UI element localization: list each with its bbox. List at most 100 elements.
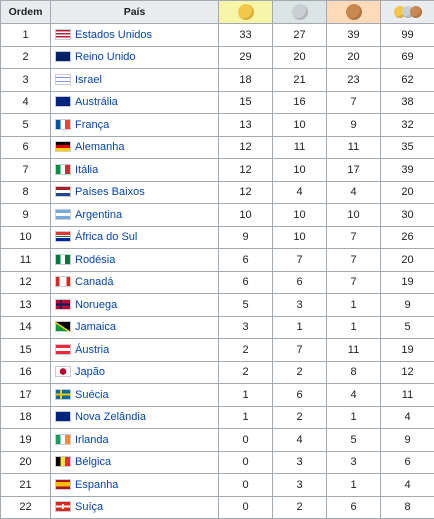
- country-link[interactable]: Suécia: [75, 389, 109, 401]
- country-link[interactable]: Espanha: [75, 479, 118, 491]
- silver-cell: 6: [273, 384, 327, 407]
- country-link[interactable]: Países Baixos: [75, 186, 145, 198]
- country-cell: África do Sul: [51, 226, 219, 249]
- country-cell: Austrália: [51, 91, 219, 114]
- country-link[interactable]: Nova Zelândia: [75, 411, 146, 423]
- bronze-cell: 11: [327, 136, 381, 159]
- rank-cell: 16: [1, 361, 51, 384]
- silver-cell: 3: [273, 294, 327, 317]
- country-link[interactable]: Reino Unido: [75, 51, 136, 63]
- flag-spain-icon: [55, 479, 71, 490]
- rank-cell: 8: [1, 181, 51, 204]
- country-cell: França: [51, 114, 219, 137]
- rank-cell: 14: [1, 316, 51, 339]
- country-link[interactable]: Alemanha: [75, 141, 125, 153]
- country-link[interactable]: França: [75, 119, 109, 131]
- gold-cell: 6: [219, 249, 273, 272]
- silver-cell: 21: [273, 69, 327, 92]
- country-link[interactable]: Rodésia: [75, 254, 115, 266]
- country-link[interactable]: Irlanda: [75, 434, 109, 446]
- bronze-cell: 3: [327, 451, 381, 474]
- gold-cell: 5: [219, 294, 273, 317]
- country-link[interactable]: Jamaica: [75, 321, 116, 333]
- rank-cell: 9: [1, 204, 51, 227]
- rank-cell: 19: [1, 429, 51, 452]
- country-link[interactable]: Austrália: [75, 96, 118, 108]
- country-link[interactable]: Suíça: [75, 501, 103, 513]
- total-header[interactable]: [381, 1, 434, 24]
- country-cell: Jamaica: [51, 316, 219, 339]
- country-cell: Canadá: [51, 271, 219, 294]
- country-link[interactable]: Noruega: [75, 299, 117, 311]
- country-link[interactable]: Itália: [75, 164, 98, 176]
- country-cell: Nova Zelândia: [51, 406, 219, 429]
- total-cell: 11: [381, 384, 434, 407]
- flag-australia-icon: [55, 96, 71, 107]
- rank-cell: 11: [1, 249, 51, 272]
- bronze-cell: 11: [327, 339, 381, 362]
- silver-cell: 11: [273, 136, 327, 159]
- flag-uk-icon: [55, 51, 71, 62]
- flag-rhodesia-icon: [55, 254, 71, 265]
- rank-header[interactable]: Ordem: [1, 1, 51, 24]
- country-link[interactable]: Estados Unidos: [75, 29, 152, 41]
- silver-cell: 3: [273, 451, 327, 474]
- bronze-cell: 7: [327, 271, 381, 294]
- silver-cell: 10: [273, 114, 327, 137]
- total-cell: 32: [381, 114, 434, 137]
- country-cell: Japão: [51, 361, 219, 384]
- bronze-header[interactable]: [327, 1, 381, 24]
- country-cell: Itália: [51, 159, 219, 182]
- country-link[interactable]: Israel: [75, 74, 102, 86]
- silver-medal-icon: [292, 4, 308, 20]
- silver-header[interactable]: [273, 1, 327, 24]
- rank-cell: 15: [1, 339, 51, 362]
- silver-cell: 2: [273, 496, 327, 519]
- bronze-cell: 7: [327, 249, 381, 272]
- flag-france-icon: [55, 119, 71, 130]
- gold-header[interactable]: [219, 1, 273, 24]
- country-link[interactable]: Canadá: [75, 276, 114, 288]
- country-cell: Suécia: [51, 384, 219, 407]
- rank-cell: 5: [1, 114, 51, 137]
- country-link[interactable]: Argentina: [75, 209, 122, 221]
- silver-cell: 10: [273, 204, 327, 227]
- total-cell: 9: [381, 429, 434, 452]
- rank-cell: 22: [1, 496, 51, 519]
- silver-cell: 10: [273, 226, 327, 249]
- country-header[interactable]: País: [51, 1, 219, 24]
- gold-cell: 0: [219, 496, 273, 519]
- total-cell: 5: [381, 316, 434, 339]
- bronze-cell: 17: [327, 159, 381, 182]
- flag-belgium-icon: [55, 456, 71, 467]
- gold-cell: 13: [219, 114, 273, 137]
- country-link[interactable]: Áustria: [75, 344, 109, 356]
- total-cell: 99: [381, 24, 434, 47]
- gold-cell: 9: [219, 226, 273, 249]
- total-cell: 9: [381, 294, 434, 317]
- gold-cell: 29: [219, 46, 273, 69]
- country-link[interactable]: África do Sul: [75, 231, 137, 243]
- total-cell: 69: [381, 46, 434, 69]
- bronze-cell: 5: [327, 429, 381, 452]
- country-link[interactable]: Japão: [75, 366, 105, 378]
- country-link[interactable]: Bélgica: [75, 456, 111, 468]
- gold-cell: 12: [219, 181, 273, 204]
- flag-sweden-icon: [55, 389, 71, 400]
- country-cell: Suíça: [51, 496, 219, 519]
- flag-japan-icon: [55, 366, 71, 377]
- total-cell: 20: [381, 249, 434, 272]
- rank-cell: 20: [1, 451, 51, 474]
- country-cell: Alemanha: [51, 136, 219, 159]
- rank-cell: 4: [1, 91, 51, 114]
- total-cell: 26: [381, 226, 434, 249]
